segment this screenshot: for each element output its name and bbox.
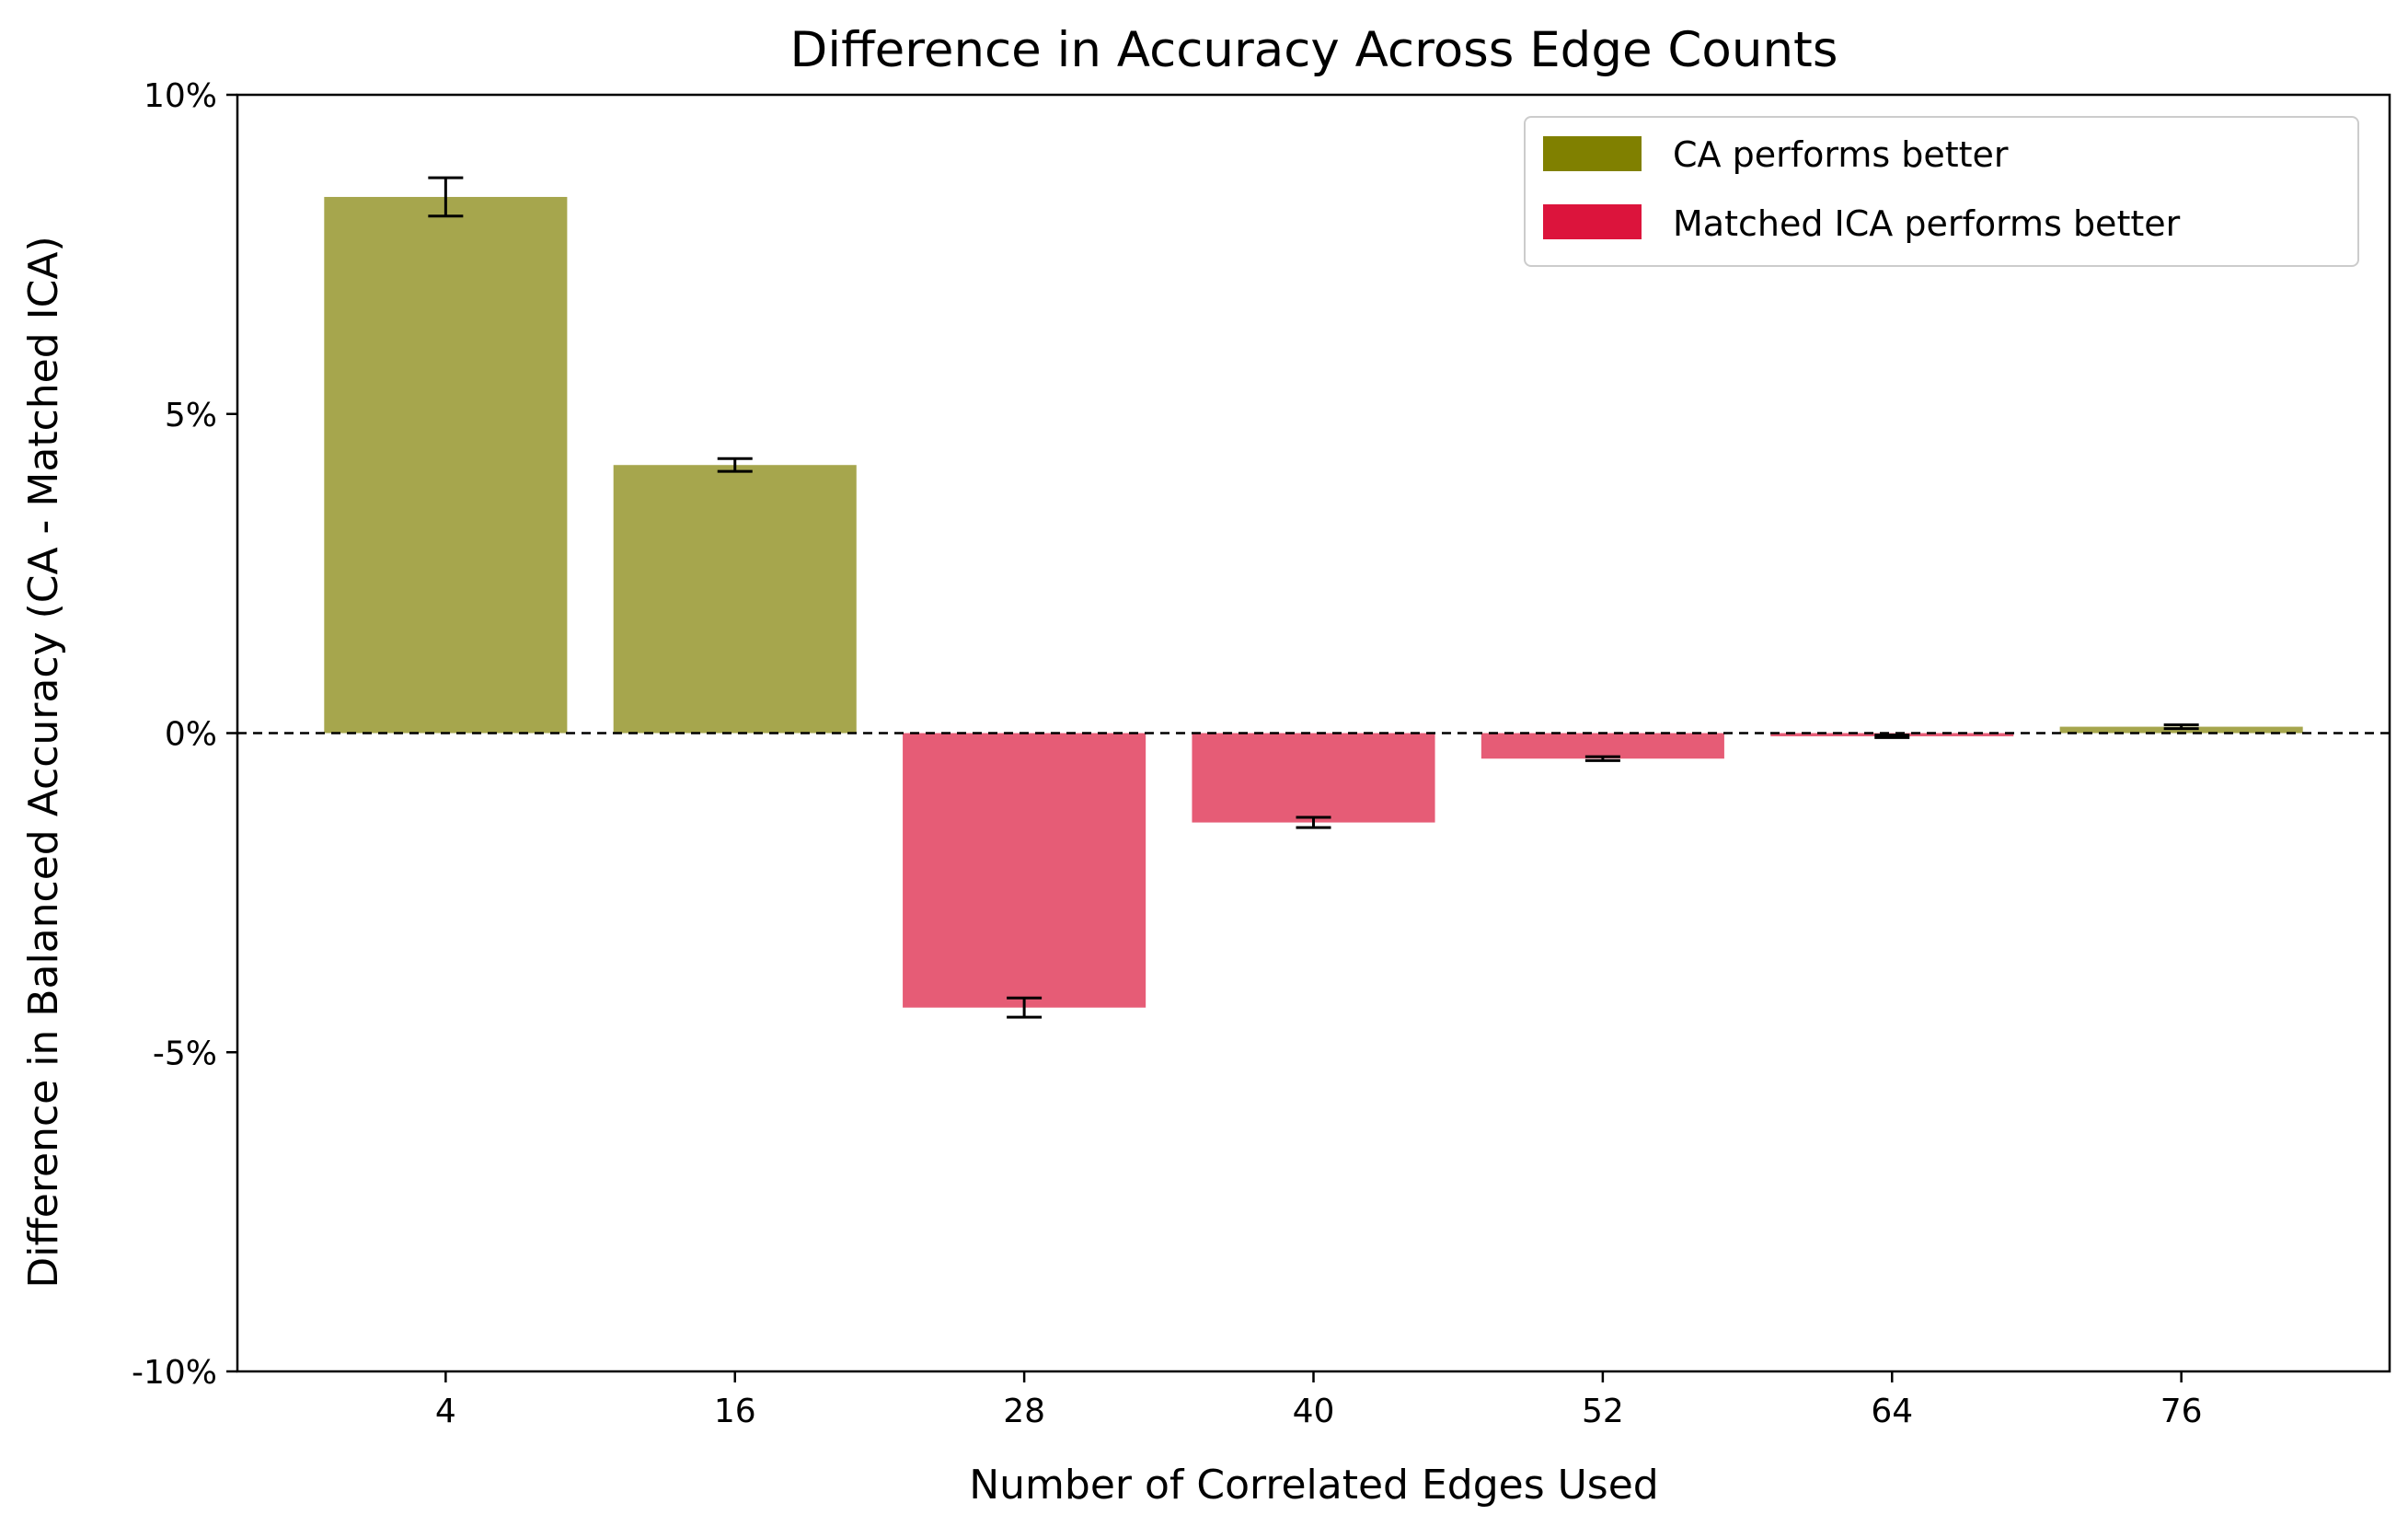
x-axis: 4 16 28 40 52 64 76 [435, 1371, 2203, 1430]
legend-swatch-matched-ica [1543, 204, 1642, 239]
bars-layer [324, 196, 2303, 1008]
error-bar-76 [2163, 723, 2199, 731]
y-tick-label: 5% [165, 397, 217, 434]
x-tick-label: 40 [1293, 1393, 1335, 1430]
bar-40 [1192, 733, 1435, 823]
x-tick-label: 52 [1582, 1393, 1624, 1430]
x-tick-label: 16 [714, 1393, 756, 1430]
error-bar-40 [1296, 815, 1331, 829]
y-tick-label: -10% [132, 1354, 217, 1392]
y-tick-label: 0% [165, 716, 217, 754]
chart-title: Difference in Accuracy Across Edge Count… [790, 22, 1838, 78]
error-bar-16 [717, 457, 753, 473]
error-bar-52 [1584, 755, 1620, 762]
x-tick-label: 76 [2160, 1393, 2203, 1430]
error-bars-layer [428, 176, 2199, 1019]
x-axis-title: Number of Correlated Edges Used [969, 1462, 1658, 1509]
bar-16 [613, 465, 857, 734]
legend-swatch-ca [1543, 136, 1642, 171]
legend-label-matched-ica: Matched ICA performs better [1673, 203, 2181, 244]
x-tick-label: 28 [1003, 1393, 1045, 1430]
error-bar-64 [1874, 734, 1910, 739]
legend: CA performs better Matched ICA performs … [1524, 116, 2359, 267]
bar-52 [1481, 733, 1724, 759]
bar-4 [324, 196, 568, 734]
y-tick-label: 10% [144, 77, 217, 115]
x-tick-label: 4 [435, 1393, 456, 1430]
legend-label-ca: CA performs better [1673, 134, 2009, 175]
error-bar-4 [428, 176, 464, 218]
legend-box [1524, 116, 2359, 267]
bar-28 [903, 733, 1146, 1008]
x-tick-label: 64 [1871, 1393, 1913, 1430]
error-bar-28 [1007, 996, 1043, 1019]
y-tick-label: -5% [153, 1035, 217, 1072]
y-axis: 10% 5% 0% -5% -10% [132, 77, 237, 1392]
y-axis-title: Difference in Balanced Accuracy (CA - Ma… [20, 236, 67, 1288]
